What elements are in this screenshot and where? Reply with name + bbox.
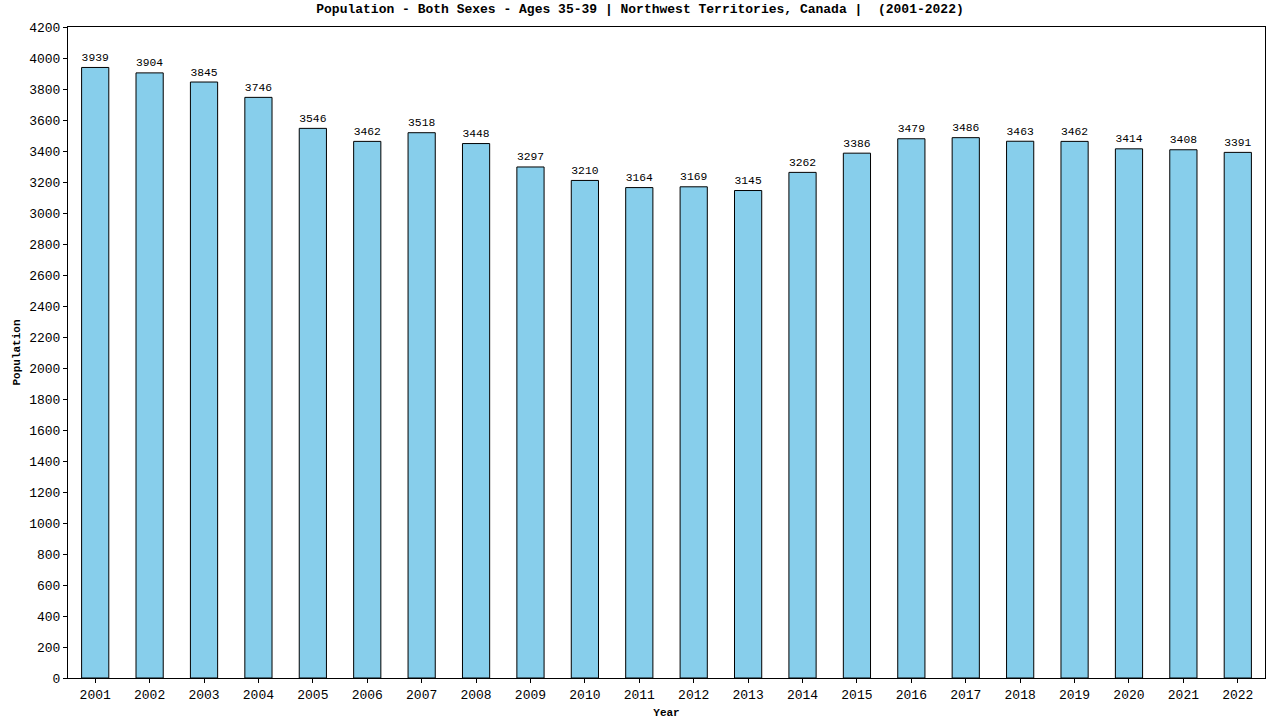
svg-text:3164: 3164 — [626, 172, 653, 184]
svg-text:1000: 1000 — [29, 517, 60, 532]
svg-text:4200: 4200 — [29, 21, 60, 36]
svg-text:3546: 3546 — [299, 113, 326, 125]
svg-text:3800: 3800 — [29, 83, 60, 98]
svg-text:3904: 3904 — [136, 57, 163, 69]
svg-text:2013: 2013 — [733, 688, 764, 703]
svg-text:2200: 2200 — [29, 331, 60, 346]
svg-text:1600: 1600 — [29, 424, 60, 439]
svg-text:3210: 3210 — [571, 165, 598, 177]
svg-text:3600: 3600 — [29, 114, 60, 129]
svg-text:4000: 4000 — [29, 52, 60, 67]
svg-text:2800: 2800 — [29, 238, 60, 253]
svg-text:2004: 2004 — [243, 688, 274, 703]
svg-text:2400: 2400 — [29, 300, 60, 315]
svg-text:1800: 1800 — [29, 393, 60, 408]
svg-text:3408: 3408 — [1170, 134, 1197, 146]
svg-text:Population: Population — [11, 319, 23, 385]
svg-text:3462: 3462 — [1061, 126, 1088, 138]
svg-text:3200: 3200 — [29, 176, 60, 191]
svg-text:600: 600 — [37, 579, 60, 594]
svg-text:2010: 2010 — [569, 688, 600, 703]
svg-text:3462: 3462 — [354, 126, 381, 138]
svg-text:Year: Year — [653, 707, 679, 719]
svg-text:2017: 2017 — [950, 688, 981, 703]
svg-text:2007: 2007 — [406, 688, 437, 703]
svg-text:400: 400 — [37, 610, 60, 625]
svg-text:2022: 2022 — [1222, 688, 1253, 703]
svg-text:200: 200 — [37, 641, 60, 656]
svg-text:2011: 2011 — [624, 688, 655, 703]
svg-text:3448: 3448 — [462, 128, 489, 140]
svg-text:2005: 2005 — [297, 688, 328, 703]
svg-text:2000: 2000 — [29, 362, 60, 377]
svg-text:2014: 2014 — [787, 688, 818, 703]
svg-text:2012: 2012 — [678, 688, 709, 703]
svg-text:3262: 3262 — [789, 157, 816, 169]
svg-text:1400: 1400 — [29, 455, 60, 470]
svg-text:3000: 3000 — [29, 207, 60, 222]
svg-text:2019: 2019 — [1059, 688, 1090, 703]
svg-text:2006: 2006 — [352, 688, 383, 703]
svg-text:2021: 2021 — [1168, 688, 1199, 703]
svg-text:Population - Both Sexes - Ages: Population - Both Sexes - Ages 35-39 | N… — [316, 2, 964, 17]
svg-text:3414: 3414 — [1115, 133, 1142, 145]
svg-text:3479: 3479 — [898, 123, 925, 135]
svg-text:800: 800 — [37, 548, 60, 563]
svg-text:3845: 3845 — [190, 67, 217, 79]
svg-text:2001: 2001 — [80, 688, 111, 703]
svg-text:2009: 2009 — [515, 688, 546, 703]
svg-text:2003: 2003 — [188, 688, 219, 703]
svg-text:3297: 3297 — [517, 151, 544, 163]
svg-text:2016: 2016 — [896, 688, 927, 703]
svg-text:1200: 1200 — [29, 486, 60, 501]
svg-text:3169: 3169 — [680, 171, 707, 183]
svg-text:3518: 3518 — [408, 117, 435, 129]
svg-text:3939: 3939 — [82, 52, 109, 64]
svg-text:2002: 2002 — [134, 688, 165, 703]
svg-text:2600: 2600 — [29, 269, 60, 284]
svg-text:3400: 3400 — [29, 145, 60, 160]
svg-text:2008: 2008 — [460, 688, 491, 703]
svg-text:2020: 2020 — [1113, 688, 1144, 703]
svg-text:3463: 3463 — [1007, 126, 1034, 138]
svg-text:3486: 3486 — [952, 122, 979, 134]
svg-text:3386: 3386 — [843, 138, 870, 150]
svg-text:3746: 3746 — [245, 82, 272, 94]
svg-text:3145: 3145 — [735, 175, 762, 187]
svg-text:3391: 3391 — [1224, 137, 1251, 149]
svg-text:2018: 2018 — [1005, 688, 1036, 703]
svg-text:2015: 2015 — [841, 688, 872, 703]
svg-text:0: 0 — [53, 672, 61, 687]
